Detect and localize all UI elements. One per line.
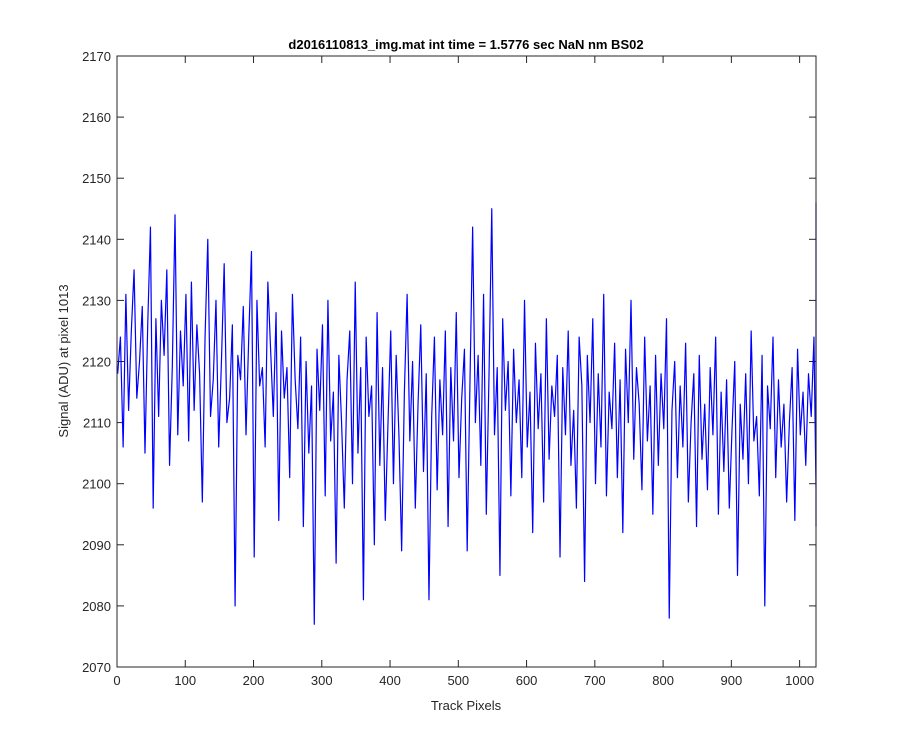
x-tick-label: 300 [311,673,333,688]
x-tick-label: 0 [113,673,120,688]
y-tick-label: 2160 [82,110,111,125]
x-tick-label: 700 [584,673,606,688]
y-tick-label: 2170 [82,49,111,64]
y-tick-label: 2110 [83,416,111,431]
y-tick-label: 2150 [82,171,111,186]
x-axis-title: Track Pixels [431,698,502,713]
y-axis-title: Signal (ADU) at pixel 1013 [56,284,71,437]
x-tick-label: 900 [721,673,743,688]
y-tick-label: 2140 [82,232,111,247]
y-tick-label: 2080 [82,599,111,614]
y-tick-label: 2090 [82,538,111,553]
x-tick-label: 200 [243,673,265,688]
y-tick-label: 2100 [82,477,111,492]
x-tick-label: 600 [516,673,538,688]
axes-box [116,55,817,668]
x-tick-label: 800 [652,673,674,688]
y-tick-label: 2130 [82,293,111,308]
y-tick-label: 2070 [82,660,111,675]
y-tick-label: 2120 [82,355,111,370]
chart-title: d2016110813_img.mat int time = 1.5776 se… [288,37,643,52]
x-tick-label: 100 [174,673,196,688]
x-tick-label: 500 [447,673,469,688]
axis-tick-labels: 0 100 200 300 400 500 600 700 800 900 1000 2070 2080… [82,49,814,688]
x-tick-label: 1000 [785,673,814,688]
x-tick-label: 400 [379,673,401,688]
